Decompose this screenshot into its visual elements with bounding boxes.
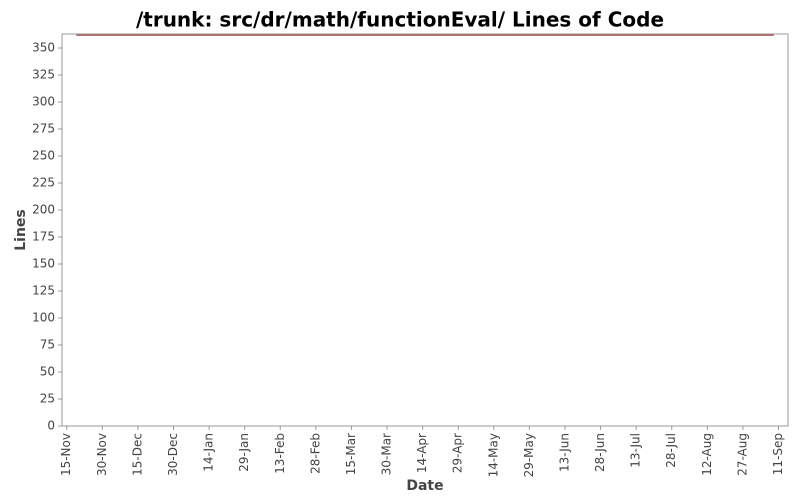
y-tick-label: 250 xyxy=(32,149,55,163)
y-tick-label: 0 xyxy=(47,419,55,433)
x-tick-label: 29-May xyxy=(522,433,536,477)
x-tick-label: 13-Feb xyxy=(273,433,287,474)
plot-area xyxy=(61,33,789,427)
x-tick-label: 15-Nov xyxy=(59,433,73,476)
y-tick-label: 350 xyxy=(32,41,55,55)
x-tick-label: 15-Mar xyxy=(344,433,358,475)
x-tick-label: 14-Apr xyxy=(415,433,429,473)
y-tick-label: 325 xyxy=(32,68,55,82)
y-tick-label: 75 xyxy=(40,338,55,352)
y-tick-label: 50 xyxy=(40,365,55,379)
x-tick-label: 28-Jun xyxy=(593,433,607,472)
y-tick-label: 200 xyxy=(32,203,55,217)
y-tick-label: 300 xyxy=(32,95,55,109)
x-tick-label: 30-Dec xyxy=(166,433,180,476)
x-tick-label: 14-May xyxy=(486,433,500,477)
x-tick-label: 11-Sep xyxy=(771,433,785,475)
y-tick-label: 150 xyxy=(32,257,55,271)
x-tick-label: 14-Jan xyxy=(202,433,216,472)
x-tick-label: 28-Jul xyxy=(664,433,678,468)
x-tick-label: 15-Dec xyxy=(130,433,144,476)
y-tick-label: 100 xyxy=(32,311,55,325)
y-tick-label: 175 xyxy=(32,230,55,244)
y-tick-label: 275 xyxy=(32,122,55,136)
x-tick-label: 28-Feb xyxy=(308,433,322,474)
y-tick-label: 225 xyxy=(32,176,55,190)
x-tick-label: 27-Aug xyxy=(735,433,749,476)
y-tick-label: 25 xyxy=(40,392,55,406)
x-tick-label: 29-Apr xyxy=(451,433,465,473)
x-tick-label: 13-Jun xyxy=(557,433,571,472)
x-tick-label: 30-Nov xyxy=(95,433,109,476)
chart-title: /trunk: src/dr/math/functionEval/ Lines … xyxy=(136,8,664,32)
x-tick-label: 13-Jul xyxy=(629,433,643,468)
x-tick-label: 30-Mar xyxy=(380,433,394,475)
y-axis-label: Lines xyxy=(13,209,29,251)
x-axis-label: Date xyxy=(406,478,443,494)
x-tick-label: 12-Aug xyxy=(700,433,714,476)
x-tick-label: 29-Jan xyxy=(237,433,251,472)
y-tick-label: 125 xyxy=(32,284,55,298)
